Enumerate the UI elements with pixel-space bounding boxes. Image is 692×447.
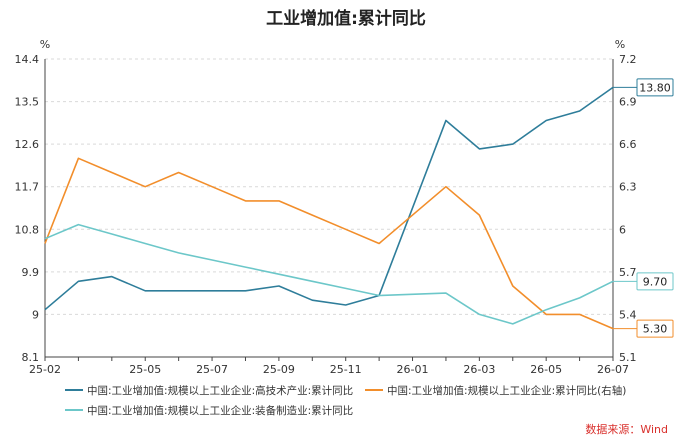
right-axis-unit: %: [615, 38, 625, 51]
y-left-tick-label: 13.5: [15, 96, 40, 109]
y-right-tick-label: 6: [619, 223, 626, 236]
end-label-value: 13.80: [639, 81, 671, 94]
x-tick-label: 25-07: [196, 363, 228, 376]
x-tick-label: 25-05: [129, 363, 161, 376]
y-right-tick-label: 5.7: [619, 266, 637, 279]
series-line-1: [44, 86, 614, 311]
left-axis-unit: %: [40, 38, 50, 51]
y-left-tick-label: 14.4: [15, 53, 40, 66]
x-tick-label: 25-11: [330, 363, 362, 376]
end-label-box: [636, 78, 674, 97]
y-right-tick-label: 6.6: [619, 138, 637, 151]
y-right-tick-label: 6.3: [619, 181, 637, 194]
x-tick-label: 25-09: [263, 363, 295, 376]
y-left-tick-label: 10.8: [15, 223, 40, 236]
end-label-box: [636, 319, 674, 338]
x-tick-label: 26-07: [597, 363, 629, 376]
legend-label: 中国:工业增加值:规模以上工业企业:装备制造业:累计同比: [87, 404, 353, 417]
x-tick-label: 26-01: [397, 363, 429, 376]
legend-label: 中国:工业增加值:规模以上工业企业:累计同比(右轴): [387, 384, 626, 397]
y-left-tick-label: 11.7: [15, 181, 40, 194]
x-tick-label: 26-03: [463, 363, 495, 376]
x-tick-label: 25-02: [29, 363, 61, 376]
y-right-tick-label: 5.4: [619, 308, 637, 321]
end-labels: 13.80 5.30 9.70: [613, 78, 674, 338]
chart-title: 工业增加值:累计同比: [266, 8, 426, 29]
axes: 14.4 7.2 13.5 6.9 12.6 6.6 11.7 6.3 10.8 6 9.9 5.7 9…: [15, 53, 637, 376]
y-left-tick-label: 9.9: [22, 266, 40, 279]
end-label-value: 9.70: [643, 275, 668, 288]
legend-label: 中国:工业增加值:规模以上工业企业:高技术产业:累计同比: [87, 384, 353, 397]
x-tick-label: 26-05: [530, 363, 562, 376]
legend: 中国:工业增加值:规模以上工业企业:高技术产业:累计同比 中国:工业增加值:规模以…: [65, 384, 626, 417]
y-right-tick-label: 7.2: [619, 53, 637, 66]
end-label-value: 5.30: [643, 323, 668, 336]
y-left-tick-label: 9: [32, 308, 39, 321]
y-left-tick-label: 12.6: [15, 138, 40, 151]
series-lines: [44, 86, 614, 330]
source-note: 数据来源：Wind: [585, 422, 668, 436]
y-right-tick-label: 6.9: [619, 96, 637, 109]
y-left-tick-label: 8.1: [22, 351, 40, 364]
series-line-3: [44, 223, 614, 325]
y-right-tick-label: 5.1: [619, 351, 637, 364]
series-line-2: [44, 157, 614, 330]
end-label-box: [636, 272, 674, 291]
gridlines: [45, 58, 613, 315]
